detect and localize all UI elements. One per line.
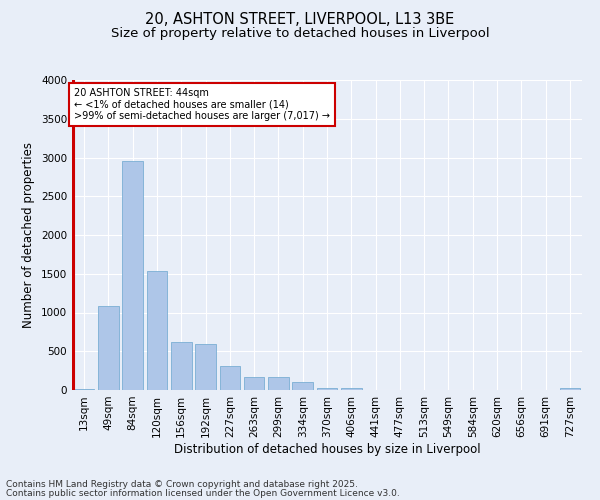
Bar xyxy=(195,344,216,390)
Bar xyxy=(317,388,337,390)
Bar xyxy=(74,389,94,390)
X-axis label: Distribution of detached houses by size in Liverpool: Distribution of detached houses by size … xyxy=(173,442,481,456)
Bar xyxy=(98,306,119,390)
Bar xyxy=(171,342,191,390)
Bar xyxy=(292,382,313,390)
Bar xyxy=(122,160,143,390)
Text: Size of property relative to detached houses in Liverpool: Size of property relative to detached ho… xyxy=(110,28,490,40)
Bar xyxy=(560,388,580,390)
Bar xyxy=(341,388,362,390)
Bar xyxy=(244,377,265,390)
Text: 20, ASHTON STREET, LIVERPOOL, L13 3BE: 20, ASHTON STREET, LIVERPOOL, L13 3BE xyxy=(145,12,455,28)
Bar xyxy=(146,272,167,390)
Bar xyxy=(220,366,240,390)
Y-axis label: Number of detached properties: Number of detached properties xyxy=(22,142,35,328)
Bar xyxy=(268,377,289,390)
Text: Contains HM Land Registry data © Crown copyright and database right 2025.: Contains HM Land Registry data © Crown c… xyxy=(6,480,358,489)
Text: Contains public sector information licensed under the Open Government Licence v3: Contains public sector information licen… xyxy=(6,488,400,498)
Text: 20 ASHTON STREET: 44sqm
← <1% of detached houses are smaller (14)
>99% of semi-d: 20 ASHTON STREET: 44sqm ← <1% of detache… xyxy=(74,88,330,121)
